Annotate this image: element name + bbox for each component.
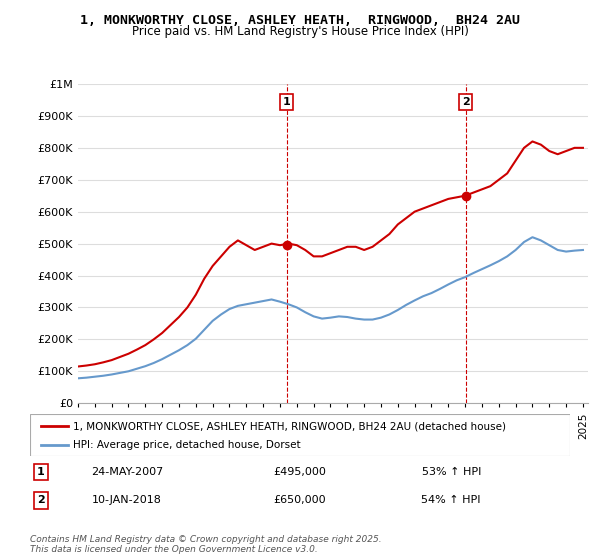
Text: 1: 1 bbox=[37, 467, 44, 477]
Text: 53% ↑ HPI: 53% ↑ HPI bbox=[422, 467, 481, 477]
Text: 54% ↑ HPI: 54% ↑ HPI bbox=[421, 496, 481, 505]
Text: HPI: Average price, detached house, Dorset: HPI: Average price, detached house, Dors… bbox=[73, 440, 301, 450]
Text: 2: 2 bbox=[37, 496, 44, 505]
Text: 24-MAY-2007: 24-MAY-2007 bbox=[91, 467, 163, 477]
Text: £495,000: £495,000 bbox=[274, 467, 326, 477]
Text: 1, MONKWORTHY CLOSE, ASHLEY HEATH,  RINGWOOD,  BH24 2AU: 1, MONKWORTHY CLOSE, ASHLEY HEATH, RINGW… bbox=[80, 14, 520, 27]
Text: £650,000: £650,000 bbox=[274, 496, 326, 505]
Text: 1, MONKWORTHY CLOSE, ASHLEY HEATH, RINGWOOD, BH24 2AU (detached house): 1, MONKWORTHY CLOSE, ASHLEY HEATH, RINGW… bbox=[73, 421, 506, 431]
Text: 10-JAN-2018: 10-JAN-2018 bbox=[92, 496, 162, 505]
Text: Price paid vs. HM Land Registry's House Price Index (HPI): Price paid vs. HM Land Registry's House … bbox=[131, 25, 469, 38]
Text: 1: 1 bbox=[283, 97, 290, 107]
FancyBboxPatch shape bbox=[30, 414, 570, 456]
Text: 2: 2 bbox=[462, 97, 470, 107]
Text: Contains HM Land Registry data © Crown copyright and database right 2025.
This d: Contains HM Land Registry data © Crown c… bbox=[30, 535, 382, 554]
